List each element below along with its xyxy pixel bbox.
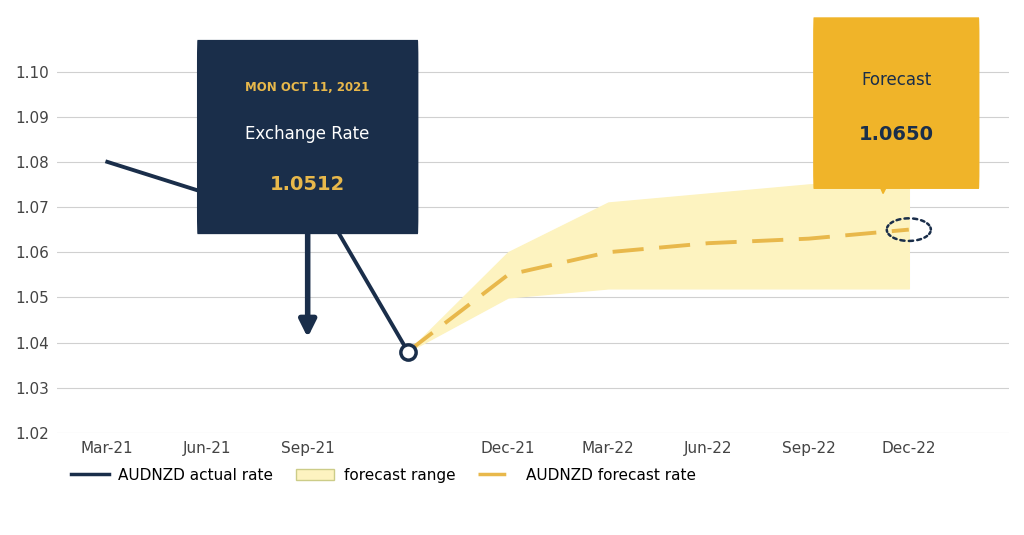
Text: Exchange Rate: Exchange Rate (246, 125, 370, 143)
Polygon shape (871, 166, 897, 194)
Text: Forecast: Forecast (861, 71, 932, 89)
Text: MON OCT 11, 2021: MON OCT 11, 2021 (246, 81, 370, 94)
FancyBboxPatch shape (197, 40, 419, 234)
FancyBboxPatch shape (813, 17, 979, 189)
Text: 1.0650: 1.0650 (859, 125, 934, 144)
Legend: AUDNZD actual rate, forecast range, AUDNZD forecast rate: AUDNZD actual rate, forecast range, AUDN… (65, 461, 701, 488)
Text: 1.0512: 1.0512 (270, 175, 345, 194)
